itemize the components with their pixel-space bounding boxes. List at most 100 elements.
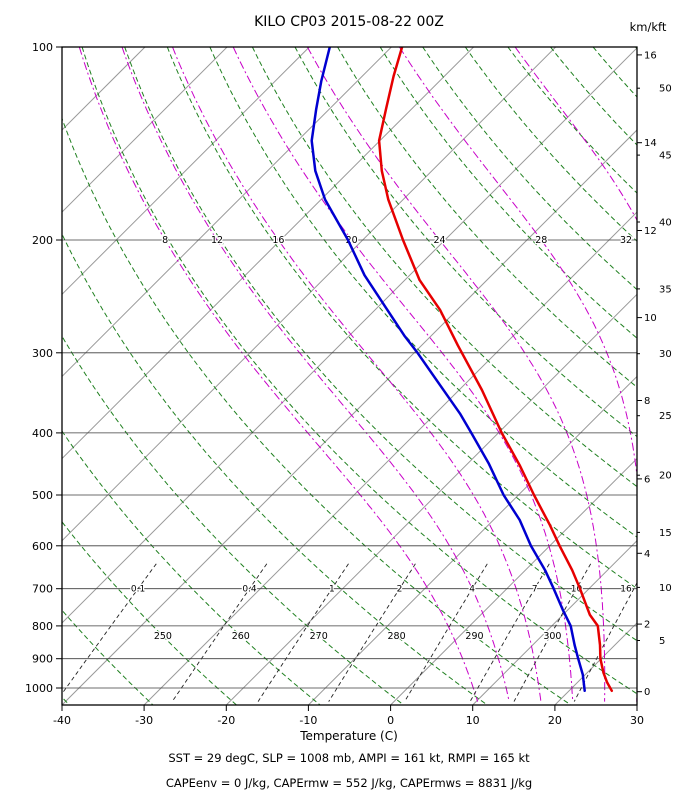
pressure-tick-label: 800 (32, 620, 53, 633)
isotherm-line (62, 47, 637, 624)
pressure-tick-label: 700 (32, 583, 53, 596)
chart-title: KILO CP03 2015-08-22 00Z (254, 14, 444, 30)
pressure-tick-label: 1000 (25, 682, 53, 695)
moist-adiabat-label: 20 (346, 235, 358, 246)
dry-adiabat-line (209, 47, 637, 538)
temp-tick-label: -30 (135, 714, 153, 727)
moist-adiabat-line (306, 47, 606, 702)
mixing-ratio-label: 4 (469, 585, 475, 595)
moist-adiabat-label: 28 (535, 235, 547, 246)
mixing-ratio-label: 2 (397, 585, 403, 595)
km-tick-label: 6 (644, 474, 650, 485)
dry-adiabat-label: 300 (543, 631, 561, 642)
dry-adiabat-line (81, 47, 637, 695)
isotherm-line (62, 129, 637, 705)
mixing-ratio-line (171, 563, 268, 702)
kft-tick-label: 15 (659, 528, 672, 539)
isotherm-line (62, 47, 392, 378)
km-tick-label: 4 (644, 549, 650, 560)
isotherm-line (62, 47, 557, 542)
dry-adiabat-line (294, 47, 637, 438)
dry-adiabat-label: 290 (465, 631, 483, 642)
mixing-ratio-label: 1 (329, 585, 335, 595)
temperature-curve (377, 47, 614, 693)
mixing-ratio-label: 7 (532, 585, 538, 595)
isotherm-line (62, 47, 310, 296)
footer-stats-line1: SST = 29 degC, SLP = 1008 mb, AMPI = 161… (168, 751, 530, 765)
dry-adiabat-label: 250 (154, 631, 172, 642)
kft-tick-label: 40 (659, 218, 672, 229)
kft-tick-label: 45 (659, 151, 672, 162)
dry-adiabat-label: 280 (388, 631, 406, 642)
isotherm-line (62, 47, 228, 213)
temp-tick-label: -10 (299, 714, 317, 727)
temp-tick-label: -20 (217, 714, 235, 727)
isotherm-line (143, 211, 637, 705)
kft-tick-label: 35 (659, 284, 672, 295)
plot-border (61, 46, 638, 706)
moist-adiabat-label: 24 (433, 235, 445, 246)
isotherm-line (62, 47, 474, 460)
moist-adiabat-line (232, 47, 574, 702)
isotherm-line (308, 375, 637, 705)
mixing-ratio-label: 16 (620, 585, 632, 595)
kft-tick-label: 30 (659, 349, 672, 360)
isotherm-line (390, 457, 637, 705)
isotherm-line (554, 622, 637, 705)
temp-tick-label: 30 (630, 714, 644, 727)
kft-tick-label: 50 (659, 84, 672, 95)
moist-adiabat-line (398, 47, 637, 702)
mixing-ratio-label: 0.1 (131, 585, 145, 595)
dry-adiabat-line (62, 696, 70, 705)
mixing-ratio-label: 0.4 (242, 585, 257, 595)
right-axis-unit-label: km/kft (630, 20, 667, 34)
dry-adiabat-line (62, 335, 405, 705)
isotherm-line (62, 47, 64, 49)
dry-adiabat-line (550, 47, 637, 146)
mixing-ratio-line (328, 563, 416, 702)
pressure-tick-label: 900 (32, 653, 53, 666)
pressure-tick-label: 600 (32, 540, 53, 553)
mixing-ratio-line (62, 563, 157, 695)
km-tick-label: 10 (644, 313, 657, 324)
grid-lines-layer (62, 47, 637, 705)
pressure-tick-label: 400 (32, 427, 53, 440)
dry-adiabat-line (251, 47, 637, 488)
mixing-ratio-line (513, 563, 592, 702)
dry-adiabat-line (62, 117, 572, 705)
dry-adiabat-line (124, 47, 637, 642)
footer-stats-line2: CAPEenv = 0 J/kg, CAPErmw = 552 J/kg, CA… (166, 776, 532, 790)
dry-adiabat-line (507, 47, 637, 194)
isotherm-line (225, 293, 637, 705)
kft-tick-label: 20 (659, 471, 672, 482)
moist-adiabat-line (172, 47, 542, 702)
km-tick-label: 14 (644, 138, 657, 149)
dry-adiabat-line (464, 47, 637, 242)
pressure-tick-label: 500 (32, 489, 53, 502)
dry-adiabat-label: 270 (310, 631, 328, 642)
x-axis-title: Temperature (C) (299, 729, 398, 743)
pressure-tick-label: 300 (32, 347, 53, 360)
temp-tick-label: 0 (387, 714, 394, 727)
moist-adiabat-line (78, 47, 479, 702)
dry-adiabat-line (337, 47, 637, 388)
km-tick-label: 8 (644, 396, 650, 407)
moist-adiabat-label: 12 (211, 235, 223, 246)
dry-adiabat-line (166, 47, 637, 590)
temp-tick-label: 20 (548, 714, 562, 727)
kft-tick-label: 25 (659, 411, 672, 422)
pressure-tick-label: 200 (32, 234, 53, 247)
moist-adiabat-label: 16 (272, 235, 284, 246)
dry-adiabat-line (62, 233, 488, 705)
temp-tick-label: 10 (466, 714, 480, 727)
kft-tick-label: 10 (659, 583, 672, 594)
kft-tick-label: 5 (659, 636, 665, 647)
moist-adiabat-label: 32 (620, 235, 632, 246)
temp-tick-label: -40 (53, 714, 71, 727)
dry-adiabat-line (62, 521, 237, 705)
moist-adiabat-label: 8 (162, 235, 168, 246)
dry-adiabat-line (62, 609, 154, 705)
dry-adiabat-label: 260 (232, 631, 250, 642)
